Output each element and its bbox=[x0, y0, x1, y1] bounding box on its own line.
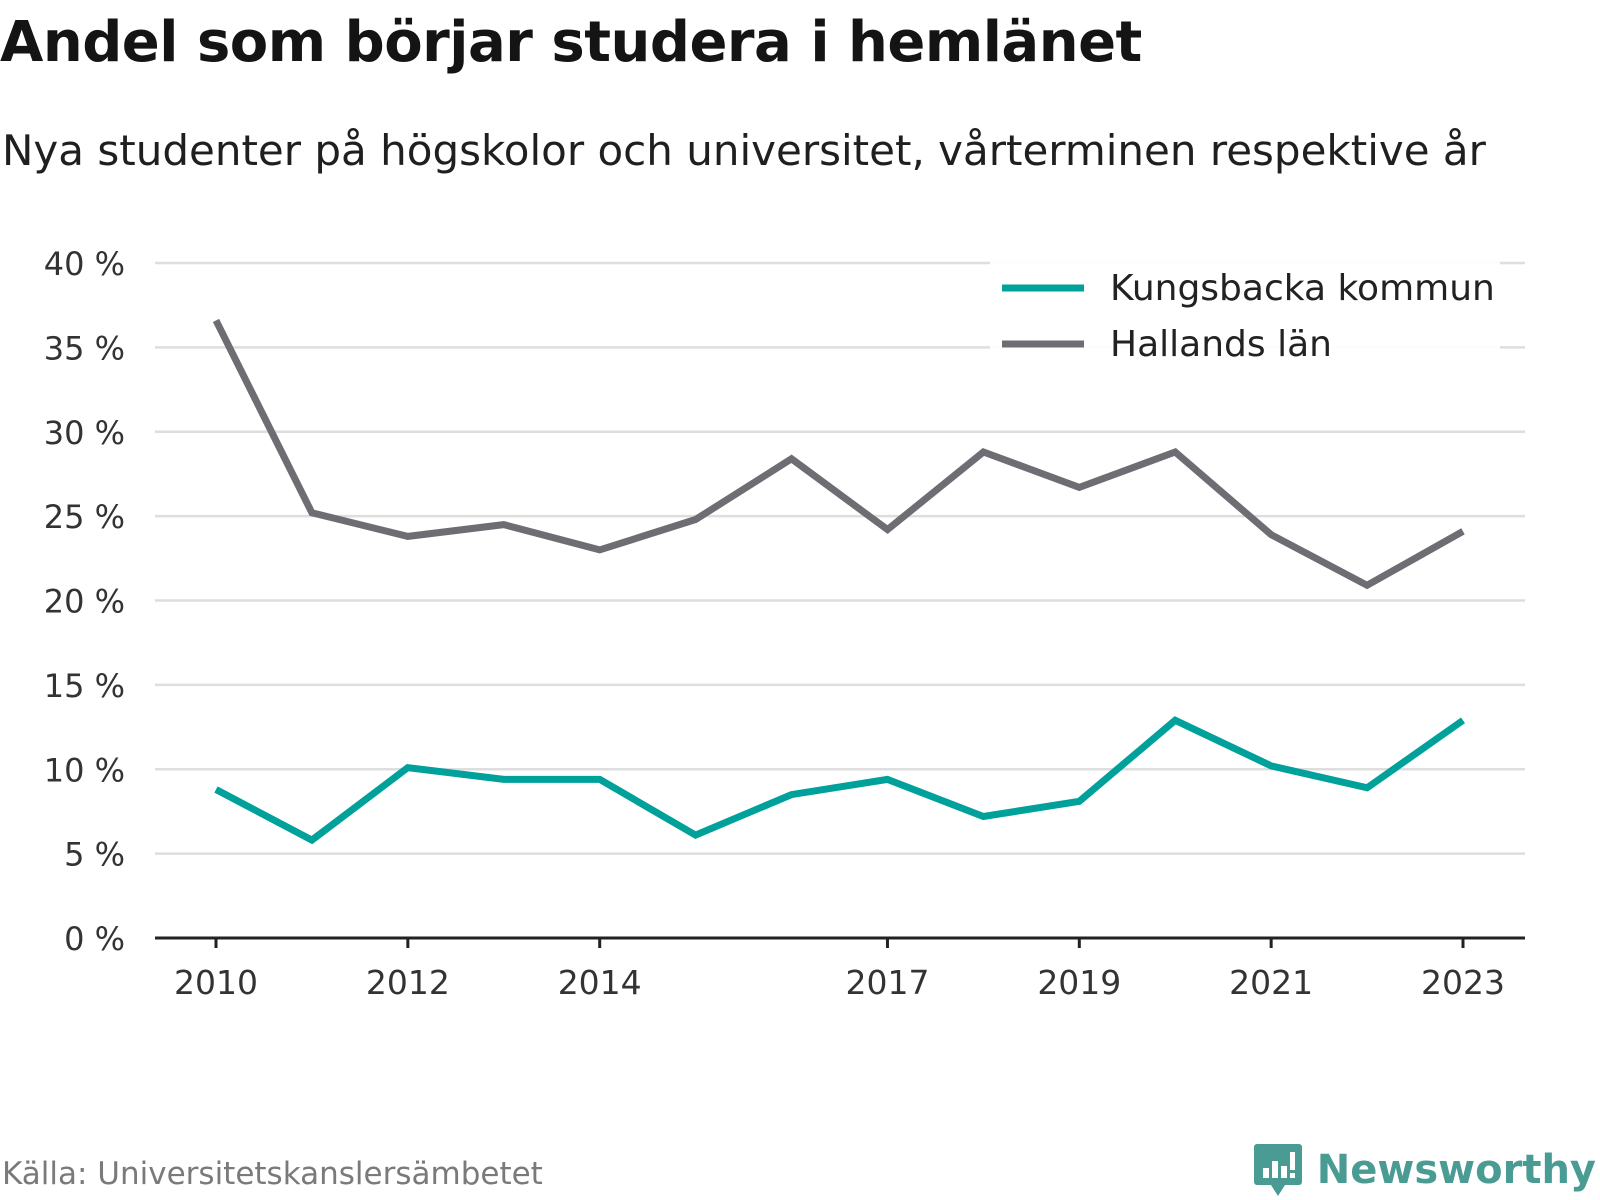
legend: Kungsbacka kommun Hallands län bbox=[990, 258, 1500, 378]
legend-background bbox=[990, 258, 1500, 378]
chart-speech-bubble-icon bbox=[1253, 1144, 1302, 1196]
x-tick-label: 2019 bbox=[1037, 963, 1121, 1002]
legend-label: Hallands län bbox=[1110, 324, 1332, 365]
x-tick-label: 2014 bbox=[558, 963, 642, 1002]
y-tick-label: 15 % bbox=[44, 667, 125, 705]
x-tick-label: 2017 bbox=[845, 963, 929, 1002]
x-tick-label: 2012 bbox=[366, 963, 450, 1002]
y-axis-ticks: 0 % 5 % 10 % 15 % 20 % 25 % 30 % 35 % 40 % bbox=[44, 245, 125, 958]
x-axis: 2010 2012 2014 2017 2019 2021 2023 bbox=[155, 936, 1525, 1002]
x-tick-label: 2021 bbox=[1229, 963, 1313, 1002]
x-tick-label: 2010 bbox=[174, 963, 258, 1002]
brand-logo: Newsworthy bbox=[1253, 1142, 1596, 1198]
brand-name: Newsworthy bbox=[1316, 1147, 1596, 1193]
y-tick-label: 10 % bbox=[44, 751, 125, 789]
x-tick-label: 2023 bbox=[1421, 963, 1505, 1002]
chart-title: Andel som börjar studera i hemlänet bbox=[0, 10, 1142, 75]
series-lines bbox=[212, 318, 1466, 845]
series-line-1 bbox=[212, 318, 1465, 590]
y-tick-label: 20 % bbox=[44, 583, 125, 621]
legend-label: Kungsbacka kommun bbox=[1110, 268, 1495, 309]
y-tick-label: 5 % bbox=[64, 836, 125, 874]
chart-subtitle: Nya studenter på högskolor och universit… bbox=[2, 126, 1486, 175]
y-tick-label: 25 % bbox=[44, 498, 125, 536]
y-tick-label: 40 % bbox=[44, 245, 125, 283]
y-tick-label: 0 % bbox=[64, 920, 125, 958]
y-tick-label: 35 % bbox=[44, 329, 125, 367]
y-tick-label: 30 % bbox=[44, 414, 125, 452]
source-note: Källa: Universitetskanslersämbetet bbox=[2, 1156, 543, 1192]
series-line-0 bbox=[214, 716, 1466, 845]
